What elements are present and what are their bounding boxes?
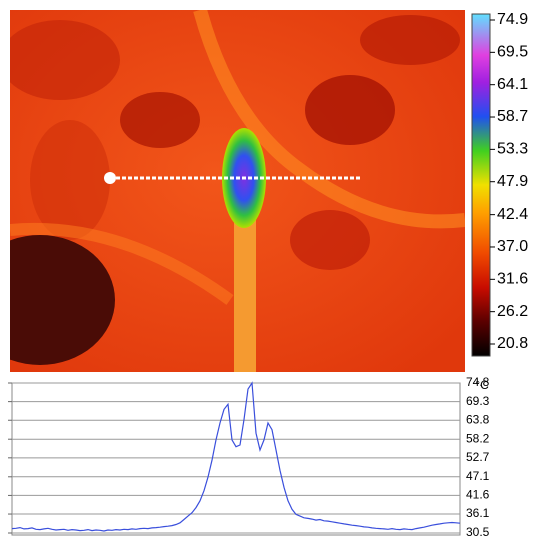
scale-label: 26.2 xyxy=(497,303,528,320)
scale-label: 42.4 xyxy=(497,206,528,223)
thermal-image xyxy=(10,10,465,372)
profile-chart xyxy=(11,382,461,536)
scale-label: 53.3 xyxy=(497,141,528,158)
scale-label: 69.5 xyxy=(497,44,528,61)
y-tick-label: 63.8 xyxy=(466,412,490,426)
y-tick-label: 74.8 xyxy=(466,375,490,389)
scale-label: 58.7 xyxy=(497,108,528,125)
profile-line xyxy=(11,381,461,532)
color-scale xyxy=(471,13,491,357)
y-tick-label: 47.1 xyxy=(466,469,490,483)
unit-label: °C xyxy=(475,378,489,392)
y-tick-label: 30.5 xyxy=(466,525,490,539)
scale-label: 20.8 xyxy=(497,335,528,352)
y-tick-label: 52.7 xyxy=(466,450,490,464)
y-tick-label: 41.6 xyxy=(466,488,490,502)
y-tick-label: 36.1 xyxy=(466,506,490,520)
scale-label: 64.1 xyxy=(497,76,528,93)
scale-label: 31.6 xyxy=(497,271,528,288)
y-tick-label: 58.2 xyxy=(466,431,490,445)
scale-label: 37.0 xyxy=(497,238,528,255)
scale-label: 74.9 xyxy=(497,11,528,28)
y-tick-label: 69.3 xyxy=(466,394,490,408)
scale-label: 47.9 xyxy=(497,173,528,190)
